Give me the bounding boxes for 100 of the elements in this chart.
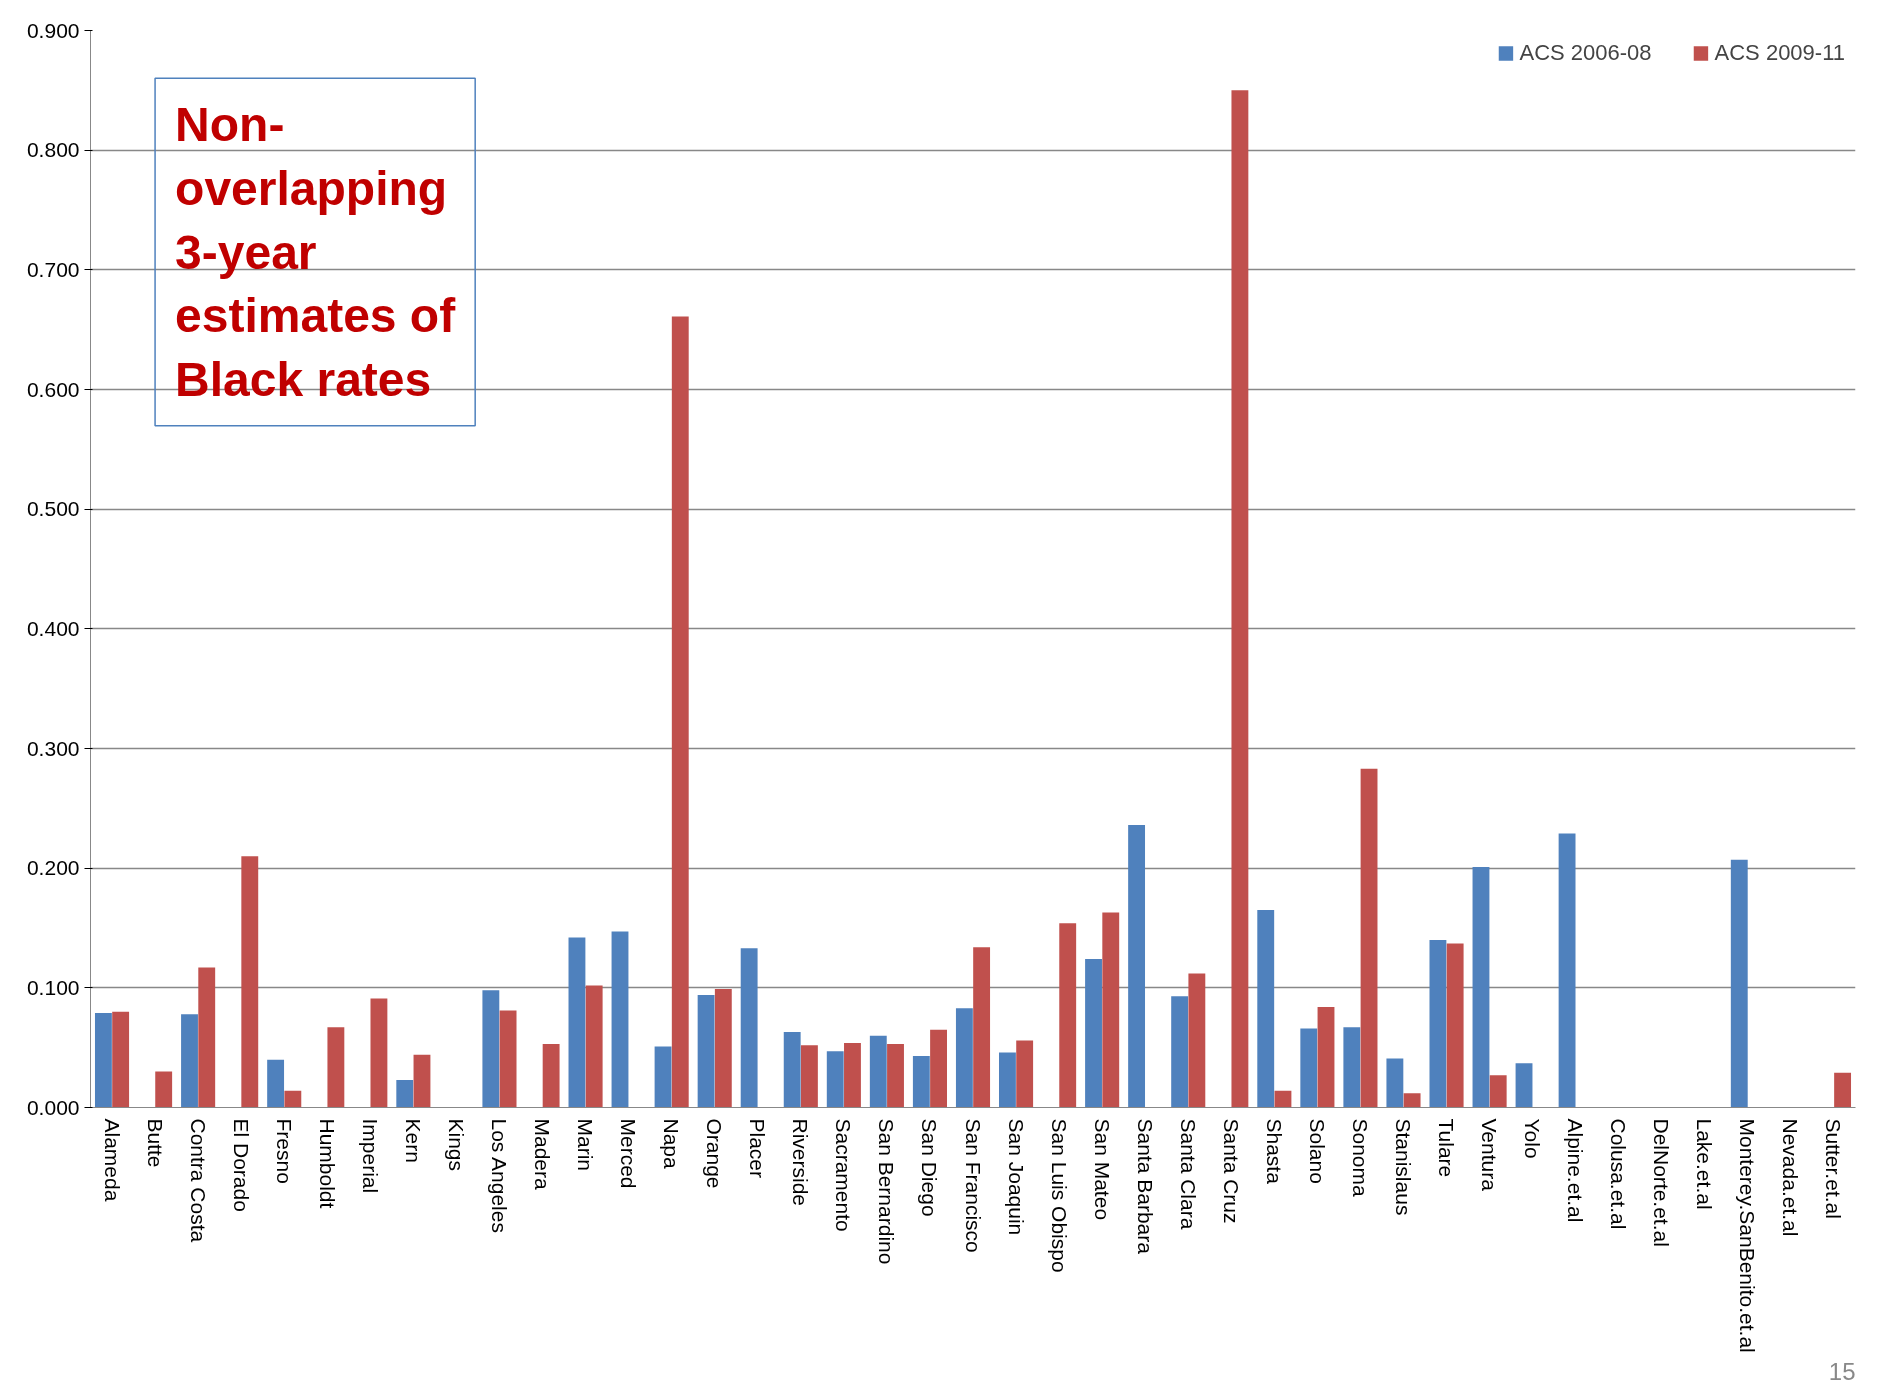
text: 15 xyxy=(1828,1357,1856,1384)
bar xyxy=(585,985,603,1108)
bar xyxy=(413,1054,431,1108)
bar xyxy=(241,856,259,1108)
x-tick-label: Riverside xyxy=(789,1118,813,1207)
x-tick-label: Kern xyxy=(401,1118,425,1163)
bar xyxy=(1171,996,1189,1108)
x-tick-label: Ventura xyxy=(1478,1118,1502,1192)
bar xyxy=(1386,1058,1404,1108)
x-tick-label: San Diego xyxy=(918,1118,942,1217)
legend-label: ACS 2009-11 xyxy=(1714,40,1845,66)
bar xyxy=(1128,825,1146,1108)
x-tick-label: Tulare xyxy=(1435,1118,1459,1178)
bar xyxy=(1360,768,1378,1108)
x-tick-label: Los Angeles xyxy=(487,1118,511,1233)
bar xyxy=(327,1027,345,1108)
bar xyxy=(955,1008,973,1108)
y-tick-label: 0.000 xyxy=(26,1095,80,1119)
bar xyxy=(740,948,758,1108)
bar xyxy=(1730,859,1748,1108)
y-tick-label: 0.800 xyxy=(26,138,80,162)
x-tick-label: Alameda xyxy=(100,1118,124,1202)
x-tick-label: Contra Costa xyxy=(186,1118,210,1243)
bar xyxy=(1834,1072,1852,1108)
x-tick-label: Sutter.et.al xyxy=(1822,1118,1846,1219)
y-tick-label: 0.500 xyxy=(26,497,80,521)
x-tick-label: San Luis Obispo xyxy=(1047,1118,1071,1273)
x-tick-label: San Francisco xyxy=(961,1118,985,1253)
x-tick-label: Yolo xyxy=(1521,1118,1545,1159)
bar xyxy=(1059,923,1077,1108)
bar xyxy=(284,1090,302,1108)
bar xyxy=(396,1079,414,1108)
bar xyxy=(912,1056,930,1108)
bar xyxy=(869,1035,887,1108)
bar xyxy=(930,1029,947,1108)
bar xyxy=(697,995,715,1108)
x-tick-label: Colusa.et.al xyxy=(1607,1118,1631,1230)
bar xyxy=(1429,939,1447,1108)
bar xyxy=(1515,1063,1533,1108)
x-tick-label: Butte xyxy=(143,1118,167,1168)
y-tick-label: 0.200 xyxy=(26,856,80,880)
bar xyxy=(1102,912,1120,1108)
bar xyxy=(1343,1027,1361,1108)
bar xyxy=(671,316,689,1108)
x-tick-label: San Joaquin xyxy=(1004,1118,1028,1236)
y-tick-label: 0.700 xyxy=(26,257,80,281)
bar xyxy=(654,1046,672,1108)
bar xyxy=(783,1032,801,1108)
bar xyxy=(94,1012,112,1108)
x-tick-label: Kings xyxy=(444,1118,468,1172)
x-tick-label: Placer xyxy=(746,1118,770,1179)
x-tick-label: Lake.et.al xyxy=(1693,1118,1717,1210)
y-tick-label: 0.400 xyxy=(26,616,80,640)
x-tick-label: Santa Barbara xyxy=(1133,1118,1157,1255)
bar xyxy=(1489,1075,1507,1108)
y-tick-label: 0.100 xyxy=(26,975,80,999)
x-tick-label: Nevada.et.al xyxy=(1779,1118,1803,1237)
x-tick-label: Santa Cruz xyxy=(1219,1118,1243,1224)
x-tick-label: Shasta xyxy=(1262,1118,1286,1185)
x-tick-label: San Bernardino xyxy=(875,1118,899,1265)
x-tick-label: Humboldt xyxy=(315,1118,339,1209)
bar xyxy=(499,1010,517,1108)
bar xyxy=(482,990,500,1108)
bar xyxy=(1472,866,1490,1108)
legend-label: ACS 2006-08 xyxy=(1519,40,1652,66)
bar xyxy=(568,937,586,1108)
bar xyxy=(826,1051,844,1108)
x-tick-label: Madera xyxy=(531,1118,555,1191)
bar xyxy=(1446,943,1464,1108)
bar xyxy=(112,1011,130,1108)
x-tick-label: Marin xyxy=(574,1118,598,1172)
bar xyxy=(181,1014,198,1108)
bar xyxy=(1016,1040,1034,1108)
bar xyxy=(973,947,991,1108)
bar xyxy=(714,989,732,1108)
y-tick-label: 0.600 xyxy=(26,377,80,401)
x-tick-label: Merced xyxy=(617,1118,641,1189)
x-tick-label: El Dorado xyxy=(229,1118,253,1212)
bar xyxy=(1558,833,1576,1108)
bar xyxy=(267,1059,285,1108)
x-tick-label: Sonoma xyxy=(1348,1118,1372,1198)
x-tick-label: Sacramento xyxy=(832,1118,856,1232)
bar xyxy=(198,967,216,1108)
bar xyxy=(999,1052,1016,1108)
bar xyxy=(1403,1093,1421,1108)
x-tick-label: Napa xyxy=(660,1118,684,1170)
bar xyxy=(800,1045,818,1108)
bar xyxy=(1231,90,1249,1108)
bar xyxy=(844,1042,861,1108)
bar xyxy=(1300,1028,1318,1108)
x-tick-label: Santa Clara xyxy=(1176,1118,1200,1230)
bar xyxy=(1257,910,1275,1108)
bar xyxy=(1085,959,1102,1108)
bar xyxy=(611,931,629,1108)
y-tick-label: 0.300 xyxy=(26,736,80,760)
x-tick-label: Fresno xyxy=(272,1118,296,1184)
bar xyxy=(155,1071,173,1108)
y-tick-label: 0.900 xyxy=(26,18,80,42)
bar xyxy=(370,998,388,1108)
x-tick-label: Monterey.SanBenito.et.al xyxy=(1736,1118,1760,1353)
